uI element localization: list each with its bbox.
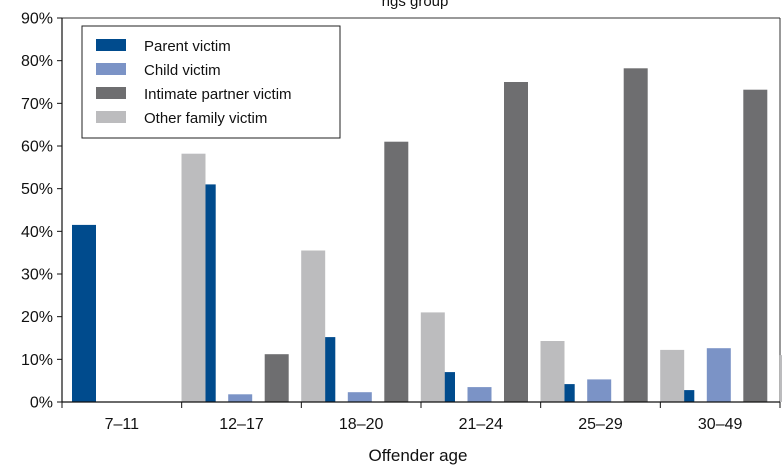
bar-intimate-partner-victim-3 [504,82,528,402]
legend: Parent victim Child victim Intimate partne… [81,25,341,139]
bar-child-victim-3 [467,387,492,402]
y-tick-label: 80% [21,53,53,70]
bar-other-family-victim-2 [420,312,445,402]
y-tick-label: 20% [21,309,53,326]
x-tick-label: 30–49 [698,416,743,433]
y-tick-label: 60% [21,139,53,156]
legend-swatch [96,39,126,51]
bars-group [62,17,782,403]
bar-intimate-partner-victim-4 [623,68,648,403]
bar-intimate-partner-victim-1 [264,354,289,402]
y-tick-label: 50% [21,181,53,198]
bar-other-family-victim-0 [181,153,206,402]
legend-label: Parent victim [144,38,231,55]
bar-intimate-partner-victim-5 [743,89,768,402]
legend-swatch [96,87,126,99]
bar-intimate-partner-victim-2 [384,141,409,402]
x-axis-title: Offender age [369,446,468,465]
x-tick-label: 21–24 [459,416,504,433]
bar-child-victim-4 [587,379,612,402]
legend-swatch [96,63,126,75]
x-tick-label: 18–20 [339,416,384,433]
bar-other-family-victim-1 [301,250,326,402]
bar-parent-victim-0 [72,224,96,402]
y-tick-label: 10% [21,352,53,369]
bar-child-victim-2 [347,392,372,402]
y-tick-label: 30% [21,267,53,284]
x-tick-label: 12–17 [219,416,264,433]
bar-other-family-victim-5 [779,355,782,402]
y-tick-label: 70% [21,96,53,113]
y-axis: 0% 10% 20% 30% 40% 50% 60% 70% 80% 90% [21,11,63,412]
y-tick-label: 0% [30,395,53,412]
legend-label: Child victim [144,62,221,79]
x-tick-label: 7–11 [105,416,140,433]
bar-other-family-victim-3 [540,341,565,402]
legend-label: Intimate partner victim [144,86,292,103]
legend-swatch [96,111,126,123]
legend-label: Other family victim [144,110,267,127]
x-axis: 7–11 12–17 18–20 21–24 25–29 30–49 [61,401,781,433]
bar-child-victim-1 [228,394,253,402]
y-tick-label: 40% [21,224,53,241]
bar-child-victim-5 [706,348,731,402]
chart-title: ngs group [382,0,449,10]
bar-other-family-victim-4 [660,349,685,402]
y-tick-label: 90% [21,11,53,28]
x-tick-label: 25–29 [578,416,623,433]
